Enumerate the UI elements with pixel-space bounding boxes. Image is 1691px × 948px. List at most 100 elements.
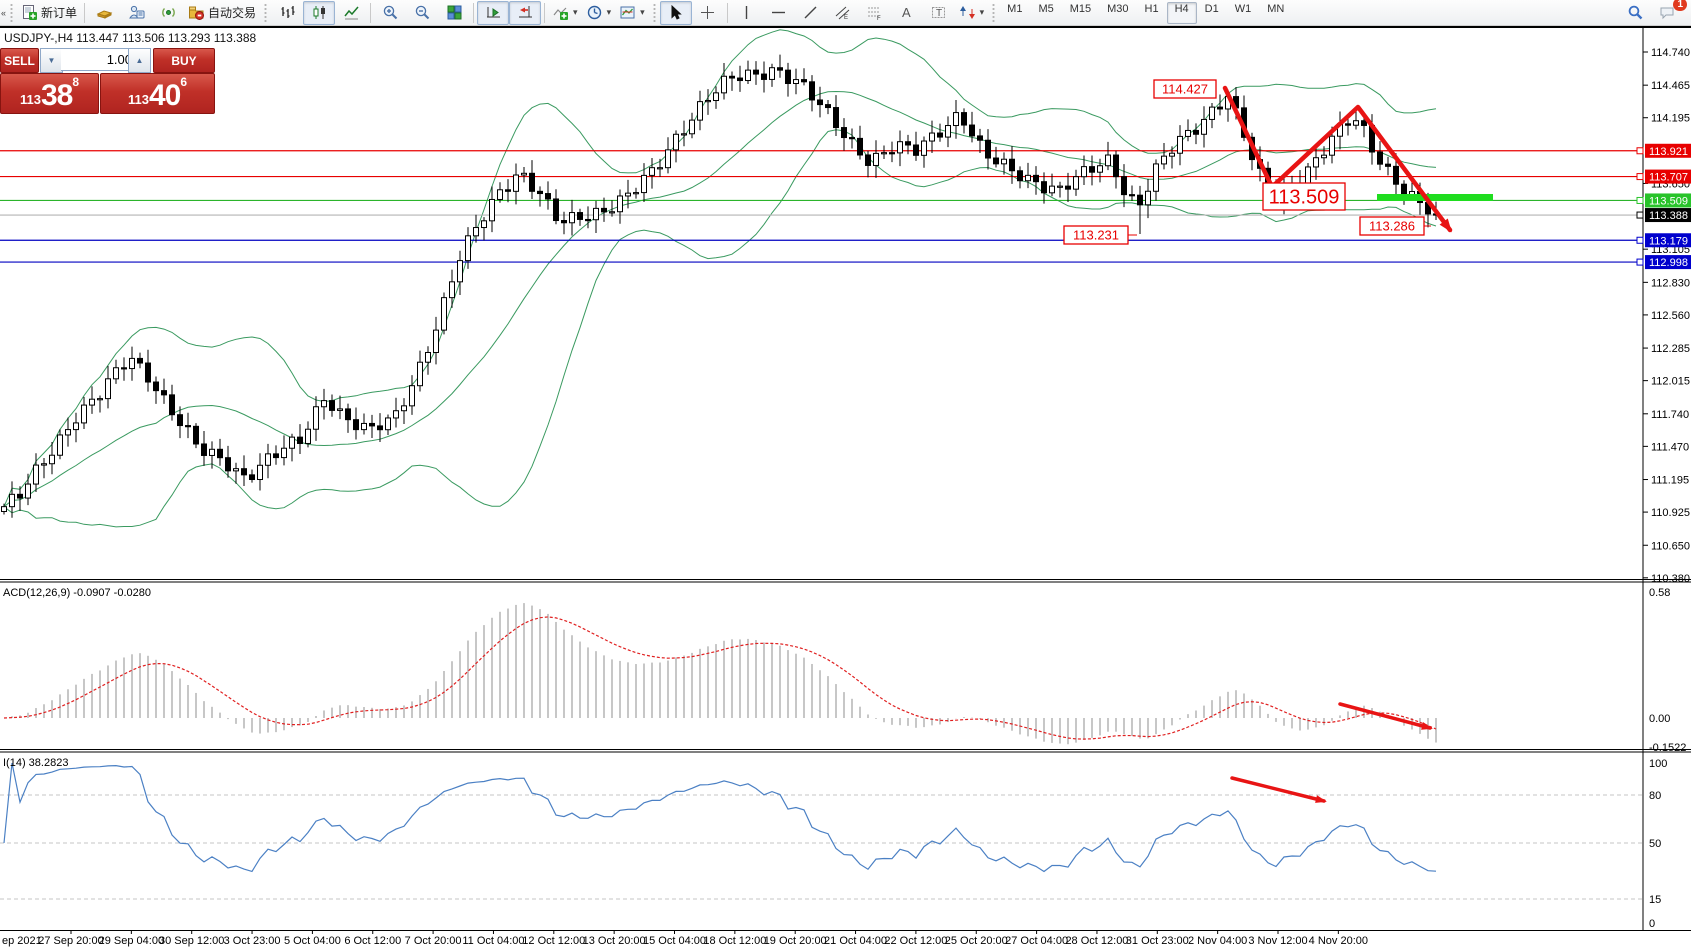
- line-chart-button[interactable]: [335, 1, 367, 25]
- timeframe-m5-button[interactable]: M5: [1038, 2, 1054, 15]
- date-label[interactable]: ep 2021: [2, 935, 42, 947]
- timeframe-d1-button[interactable]: D1: [1204, 2, 1219, 15]
- date-label[interactable]: 19 Oct 20:00: [764, 935, 827, 947]
- date-label[interactable]: 7 Oct 20:00: [405, 935, 462, 947]
- volume-increase-button[interactable]: ▲: [128, 48, 151, 73]
- bar-chart-button[interactable]: [271, 1, 303, 25]
- candle-body-bear: [1113, 154, 1119, 178]
- macd-rsi-separator: [0, 749, 1691, 750]
- cursor-icon: [667, 4, 684, 21]
- arrows-tool-button[interactable]: ▾: [955, 1, 989, 25]
- date-label[interactable]: 21 Oct 04:00: [824, 935, 887, 947]
- auto-trading-button[interactable]: 自动交易: [184, 1, 260, 25]
- text-tool-button[interactable]: A: [891, 1, 923, 25]
- buy-price-prefix: 113: [127, 92, 149, 107]
- market-watch-button[interactable]: [88, 1, 120, 25]
- date-label[interactable]: 13 Oct 20:00: [583, 935, 646, 947]
- horizontal-line-tool-button[interactable]: [763, 1, 795, 25]
- text-label-tool-button[interactable]: T: [923, 1, 955, 25]
- fibonacci-tool-button[interactable]: F: [859, 1, 891, 25]
- date-label[interactable]: 18 Oct 12:00: [703, 935, 766, 947]
- community-chat-button[interactable]: 1: [1651, 0, 1687, 25]
- date-label[interactable]: 22 Oct 12:00: [884, 935, 947, 947]
- timeframe-mn-button[interactable]: MN: [1267, 2, 1285, 15]
- date-label[interactable]: 11 Oct 04:00: [462, 935, 524, 947]
- indicators-button[interactable]: ▾: [548, 1, 582, 25]
- date-label[interactable]: 28 Oct 12:00: [1065, 935, 1128, 947]
- crosshair-tool-button[interactable]: [692, 1, 724, 25]
- buy-button[interactable]: BUY: [153, 48, 215, 73]
- annotation-box[interactable]: [1262, 182, 1346, 211]
- candlestick-chart-button[interactable]: [303, 0, 336, 25]
- date-label[interactable]: 29 Sep 04:00: [99, 935, 164, 947]
- date-label[interactable]: 27 Sep 20:00: [38, 935, 103, 947]
- candle-body-bull: [641, 174, 647, 194]
- candle-body-bull: [1201, 118, 1207, 135]
- zoom-in-button[interactable]: [374, 1, 406, 25]
- date-label[interactable]: 4 Nov 20:00: [1309, 935, 1368, 947]
- date-label[interactable]: 2 Nov 04:00: [1188, 935, 1247, 947]
- trendline-tool-button[interactable]: [795, 1, 827, 25]
- date-label[interactable]: 30 Sep 12:00: [159, 935, 224, 947]
- navigator-button[interactable]: [152, 1, 184, 25]
- date-label[interactable]: 31 Oct 23:00: [1126, 935, 1189, 947]
- separator: [544, 2, 546, 23]
- candle: [137, 352, 143, 369]
- cursor-tool-button[interactable]: [659, 0, 692, 25]
- annotation-box[interactable]: [1359, 216, 1425, 236]
- volume-input[interactable]: 1.00: [61, 48, 137, 71]
- toolbar-grip[interactable]: [263, 3, 269, 22]
- data-window-button[interactable]: [120, 1, 152, 25]
- timeframe-w1-button[interactable]: W1: [1234, 2, 1252, 15]
- candle: [353, 407, 359, 440]
- candle-body-bull: [1209, 106, 1215, 120]
- search-button[interactable]: [1619, 1, 1651, 25]
- chart-shift-button[interactable]: [509, 0, 542, 25]
- timeframe-m15-button[interactable]: M15: [1069, 2, 1092, 15]
- equidistant-channel-icon: E: [834, 4, 851, 21]
- candle: [1081, 155, 1087, 186]
- timeframe-m1-button[interactable]: M1: [1007, 2, 1023, 15]
- candle-body-bull: [697, 101, 703, 121]
- candle-body-bear: [993, 157, 999, 165]
- new-order-button[interactable]: 新订单: [17, 1, 81, 25]
- candle: [441, 292, 447, 335]
- date-label[interactable]: 27 Oct 04:00: [1005, 935, 1068, 947]
- auto-scroll-button[interactable]: [477, 0, 510, 25]
- candle-body-bear: [729, 75, 735, 79]
- volume-decrease-button[interactable]: ▼: [40, 48, 63, 73]
- chat-bubble-icon: [1659, 4, 1676, 21]
- toolbar-overflow-icon[interactable]: «: [1, 7, 7, 18]
- toolbar-grip[interactable]: [991, 3, 997, 22]
- candle: [1113, 150, 1119, 189]
- toolbar-grip[interactable]: [9, 3, 15, 22]
- templates-button[interactable]: ▾: [615, 1, 649, 25]
- price-badge-113.509: [1645, 193, 1691, 208]
- timeframe-m30-button[interactable]: M30: [1107, 2, 1129, 15]
- timeframe-h4-button[interactable]: H4: [1166, 1, 1197, 24]
- date-label[interactable]: 5 Oct 04:00: [284, 935, 341, 947]
- date-label[interactable]: 3 Oct 23:00: [224, 935, 281, 947]
- zoom-out-button[interactable]: [406, 1, 438, 25]
- channel-tool-button[interactable]: E: [827, 1, 859, 25]
- toolbar-grip[interactable]: [651, 3, 657, 22]
- annotation-box[interactable]: [1063, 225, 1129, 245]
- date-label[interactable]: 12 Oct 12:00: [522, 935, 585, 947]
- axis-tick-label: 111.470: [1651, 441, 1689, 453]
- date-label[interactable]: 25 Oct 20:00: [945, 935, 1008, 947]
- buy-price-quote[interactable]: 113 40 6: [100, 73, 215, 114]
- timeframe-h1-button[interactable]: H1: [1144, 2, 1159, 15]
- sell-price-quote[interactable]: 113 38 8: [0, 73, 99, 114]
- date-label[interactable]: 6 Oct 12:00: [344, 935, 401, 947]
- tile-windows-button[interactable]: [438, 1, 470, 25]
- date-label[interactable]: 15 Oct 04:00: [643, 935, 706, 947]
- annotation-box[interactable]: [1153, 79, 1217, 99]
- periods-button[interactable]: ▾: [582, 1, 616, 25]
- candle: [393, 397, 399, 428]
- sell-button[interactable]: SELL: [0, 48, 39, 73]
- date-label[interactable]: 3 Nov 12:00: [1248, 935, 1307, 947]
- candle-body-bull: [1353, 120, 1359, 126]
- candle: [689, 112, 695, 139]
- vertical-line-tool-button[interactable]: [731, 1, 763, 25]
